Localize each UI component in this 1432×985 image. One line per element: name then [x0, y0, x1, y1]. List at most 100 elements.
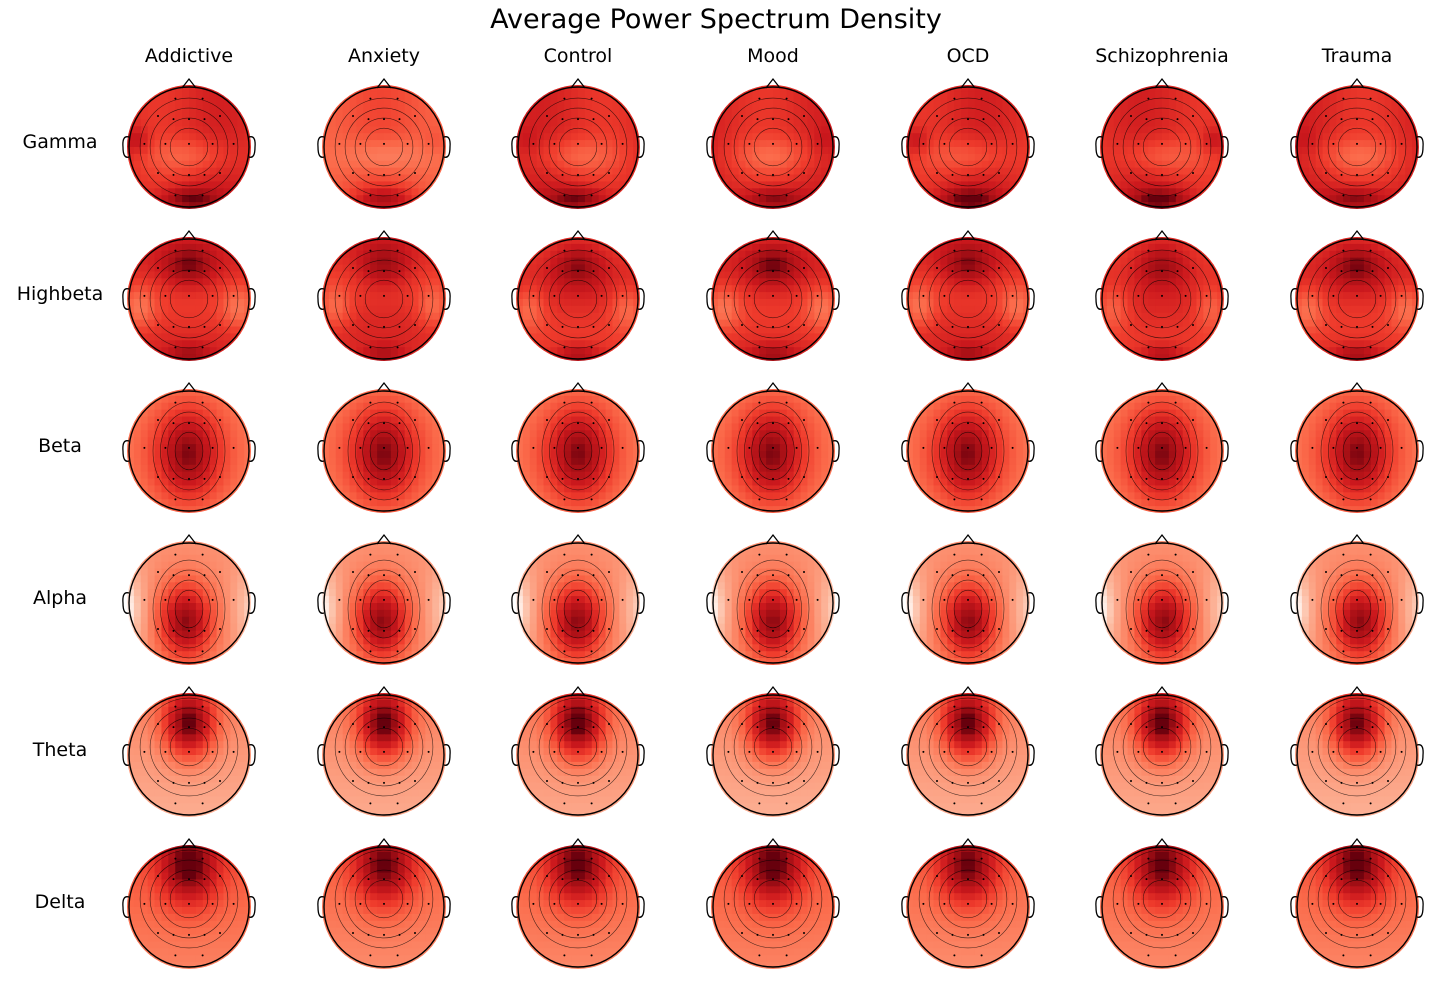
contour-line — [1317, 859, 1397, 939]
left-ear — [901, 744, 909, 766]
sensor-dot — [608, 172, 610, 174]
sensor-dot — [998, 932, 1000, 934]
heat-field — [516, 85, 640, 209]
sensor-dot — [727, 750, 730, 753]
sensor-dot — [1184, 750, 1187, 753]
contour-line — [948, 127, 988, 167]
nose-marker — [1154, 381, 1170, 393]
sensor-dot — [943, 142, 946, 145]
sensor-dot — [803, 419, 805, 421]
topomap-theta-schizophrenia — [1095, 685, 1229, 817]
sensor-dot — [232, 902, 235, 905]
sensor-dot — [741, 723, 743, 725]
sensor-dot — [1325, 324, 1327, 326]
head-outline — [323, 542, 445, 664]
sensor-dot — [232, 294, 235, 297]
sensor-dot — [1147, 401, 1150, 404]
sensor-dot — [1332, 902, 1335, 905]
contour-line — [1112, 697, 1212, 797]
nose-marker — [376, 381, 392, 393]
sensor-dot — [172, 781, 175, 784]
sensor-dot — [1311, 446, 1314, 449]
contour-line — [1132, 717, 1192, 777]
sensor-dot — [982, 325, 985, 328]
sensor-dot — [756, 118, 759, 121]
sensor-dot — [1369, 97, 1372, 100]
left-ear — [122, 896, 130, 918]
sensor-dot — [787, 173, 790, 176]
contour-line — [1328, 569, 1386, 649]
left-ear — [706, 592, 714, 614]
contour-line — [948, 879, 988, 919]
heat-field — [711, 389, 835, 513]
sensor-dot — [1371, 726, 1374, 729]
sensor-dot — [546, 780, 548, 782]
topomap-delta-anxiety — [317, 837, 451, 969]
left-ear — [511, 440, 519, 462]
sensor-dot — [592, 781, 595, 784]
column-label-ocd: OCD — [946, 45, 990, 67]
sensor-dot — [590, 346, 593, 349]
sensor-dot — [219, 723, 221, 725]
sensor-dot — [980, 705, 983, 708]
left-ear — [317, 440, 325, 462]
sensor-dot — [1371, 574, 1374, 577]
sensor-dot — [980, 97, 983, 100]
right-ear — [443, 136, 451, 158]
sensor-dot — [600, 750, 603, 753]
contour-line — [1342, 431, 1372, 471]
sensor-dot — [803, 172, 805, 174]
sensor-dot — [338, 902, 341, 905]
topomap-beta-mood — [706, 381, 840, 513]
sensor-dot — [772, 477, 774, 480]
sensor-dot — [741, 780, 743, 782]
sensor-dot — [414, 324, 416, 326]
sensor-dot — [211, 142, 214, 145]
sensor-dot — [164, 142, 167, 145]
sensor-dot — [967, 574, 969, 577]
right-ear — [443, 744, 451, 766]
sensor-dot — [772, 726, 774, 729]
sensor-dot — [803, 571, 805, 573]
sensor-dot — [758, 249, 761, 252]
contour-line — [1337, 727, 1377, 767]
sensor-dot — [1145, 173, 1148, 176]
topomap-gamma-addictive — [122, 77, 256, 209]
sensor-dot — [398, 270, 401, 273]
sensor-dot — [1387, 628, 1389, 630]
sensor-dot — [758, 650, 761, 653]
contour-line — [174, 431, 204, 471]
sensor-dot — [1356, 726, 1358, 729]
right-ear — [1027, 592, 1035, 614]
sensor-dot — [232, 446, 235, 449]
topomap-highbeta-schizophrenia — [1095, 229, 1229, 361]
left-ear — [1095, 288, 1103, 310]
sensor-dot — [1387, 324, 1389, 326]
contour-line — [948, 279, 988, 319]
sensor-dot — [787, 477, 790, 480]
sensor-dot — [546, 419, 548, 421]
sensor-dot — [1011, 750, 1014, 753]
sensor-dot — [592, 574, 595, 577]
sensor-dot — [1161, 933, 1163, 936]
sensor-dot — [1130, 571, 1132, 573]
contour-line — [723, 97, 823, 197]
sensor-dot — [590, 194, 593, 197]
sensor-dot — [1161, 750, 1163, 753]
sensor-dot — [1130, 723, 1132, 725]
topomap-highbeta-addictive — [122, 229, 256, 361]
nose-marker — [1349, 77, 1365, 89]
sensor-dot — [338, 446, 341, 449]
nose-marker — [765, 381, 781, 393]
sensor-dot — [592, 878, 595, 881]
sensor-dot — [772, 422, 774, 425]
sensor-dot — [172, 477, 175, 480]
sensor-dot — [772, 598, 774, 601]
heat-field — [127, 389, 251, 513]
sensor-dot — [951, 118, 954, 121]
sensor-dot — [1176, 173, 1179, 176]
sensor-dot — [936, 780, 938, 782]
sensor-dot — [1011, 902, 1014, 905]
head-outline — [517, 694, 639, 816]
